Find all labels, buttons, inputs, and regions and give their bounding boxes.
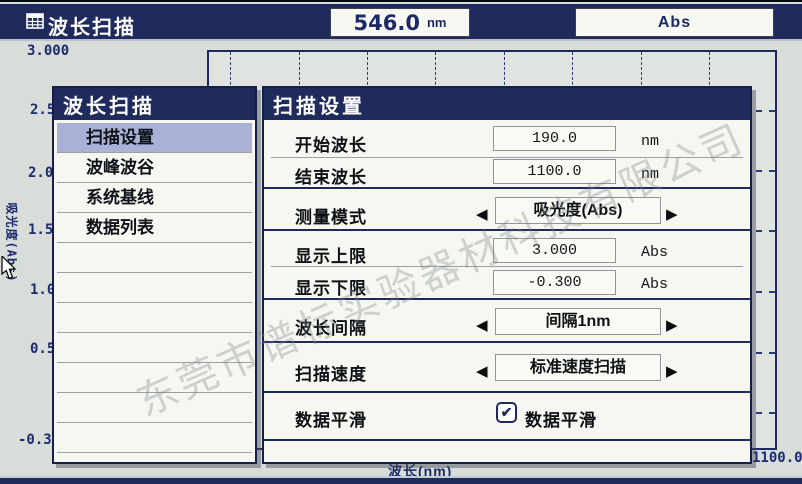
start-wavelength-unit: nm [641,133,660,150]
interval-next-icon[interactable]: ▶ [666,317,678,334]
y-tick-label: 3.000 [27,43,70,59]
mouse-cursor [1,256,17,280]
smoothing-label: 数据平滑 [295,411,367,430]
settings-dialog-title: 扫描设置 [264,88,750,120]
y-tick-label: 0.5 [30,341,56,357]
end-wavelength-label: 结束波长 [295,168,367,187]
page-title: 波长扫描 [48,17,136,39]
group-divider [264,341,750,343]
menu-list: 扫描设置 波峰波谷 系统基线 数据列表 [54,120,255,453]
x-end-tick-label: 1100.0 [752,450,802,466]
menu-item-empty [57,423,252,453]
display-lower-label: 显示下限 [295,279,367,298]
y-tick-label: 1.0 [30,282,56,298]
smoothing-checkbox-label: 数据平滑 [525,411,597,430]
display-lower-field[interactable]: -0.300 [493,270,616,295]
y-tick-mark [756,230,775,232]
mode-display[interactable]: Abs [575,8,774,37]
bottom-bar [0,476,802,484]
start-wavelength-label: 开始波长 [295,136,367,155]
grid-table-icon [26,13,44,29]
check-icon: ✔ [500,404,513,420]
end-wavelength-field[interactable]: 1100.0 [493,159,616,184]
menu-item-data-list[interactable]: 数据列表 [57,213,252,243]
row-divider [271,266,743,267]
y-tick-label: 1.5 [28,222,54,238]
row-divider [271,157,743,158]
measure-mode-prev-icon[interactable]: ◀ [476,206,488,223]
scan-speed-next-icon[interactable]: ▶ [666,363,678,380]
menu-item-empty [57,243,252,273]
menu-item-empty [57,303,252,333]
y-tick-mark [756,352,775,354]
wavelength-unit: nm [426,15,447,30]
menu-item-peaks-valleys[interactable]: 波峰波谷 [57,153,252,183]
y-tick-mark [756,412,775,414]
mode-value: Abs [657,13,692,31]
y-tick-mark [756,110,775,112]
wavelength-display[interactable]: 546.0 nm [330,8,470,37]
group-divider [264,298,750,300]
measure-mode-next-icon[interactable]: ▶ [666,206,678,223]
interval-label: 波长间隔 [295,319,367,338]
display-upper-unit: Abs [641,244,669,261]
y-tick-mark [756,170,775,172]
menu-item-system-baseline[interactable]: 系统基线 [57,183,252,213]
scan-settings-dialog: 扫描设置 开始波长 190.0 nm 结束波长 1100.0 nm 测量模式 ◀… [262,86,752,464]
group-divider [264,229,750,231]
scan-speed-prev-icon[interactable]: ◀ [476,363,488,380]
interval-prev-icon[interactable]: ◀ [476,317,488,334]
y-tick-label: -0.3 [18,432,52,448]
group-divider [264,187,750,189]
menu-item-empty [57,333,252,363]
top-bar: 波长扫描 546.0 nm Abs [0,4,802,41]
interval-selector[interactable]: 间隔1nm [495,308,661,335]
group-divider [264,439,750,441]
start-wavelength-field[interactable]: 190.0 [493,126,616,151]
wavelength-scan-menu-dialog: 波长扫描 扫描设置 波峰波谷 系统基线 数据列表 [52,86,257,464]
display-upper-label: 显示上限 [295,247,367,266]
smoothing-checkbox[interactable]: ✔ [496,402,517,423]
y-tick-label: 2.5 [30,102,56,118]
display-lower-unit: Abs [641,276,669,293]
menu-item-scan-settings[interactable]: 扫描设置 [57,123,252,153]
y-tick-label: 2.0 [28,165,54,181]
group-divider [264,391,750,393]
menu-item-empty [57,393,252,423]
menu-item-empty [57,273,252,303]
x-axis-title: 波长(nm) [388,463,453,479]
menu-item-empty [57,363,252,393]
measure-mode-selector[interactable]: 吸光度(Abs) [495,197,661,224]
measure-mode-label: 测量模式 [295,208,367,227]
scan-speed-selector[interactable]: 标准速度扫描 [495,354,661,381]
scan-speed-label: 扫描速度 [295,365,367,384]
y-tick-mark [756,291,775,293]
wavelength-value: 546.0 [353,10,420,35]
end-wavelength-unit: nm [641,166,660,183]
menu-dialog-title: 波长扫描 [54,88,255,120]
display-upper-field[interactable]: 3.000 [493,238,616,263]
